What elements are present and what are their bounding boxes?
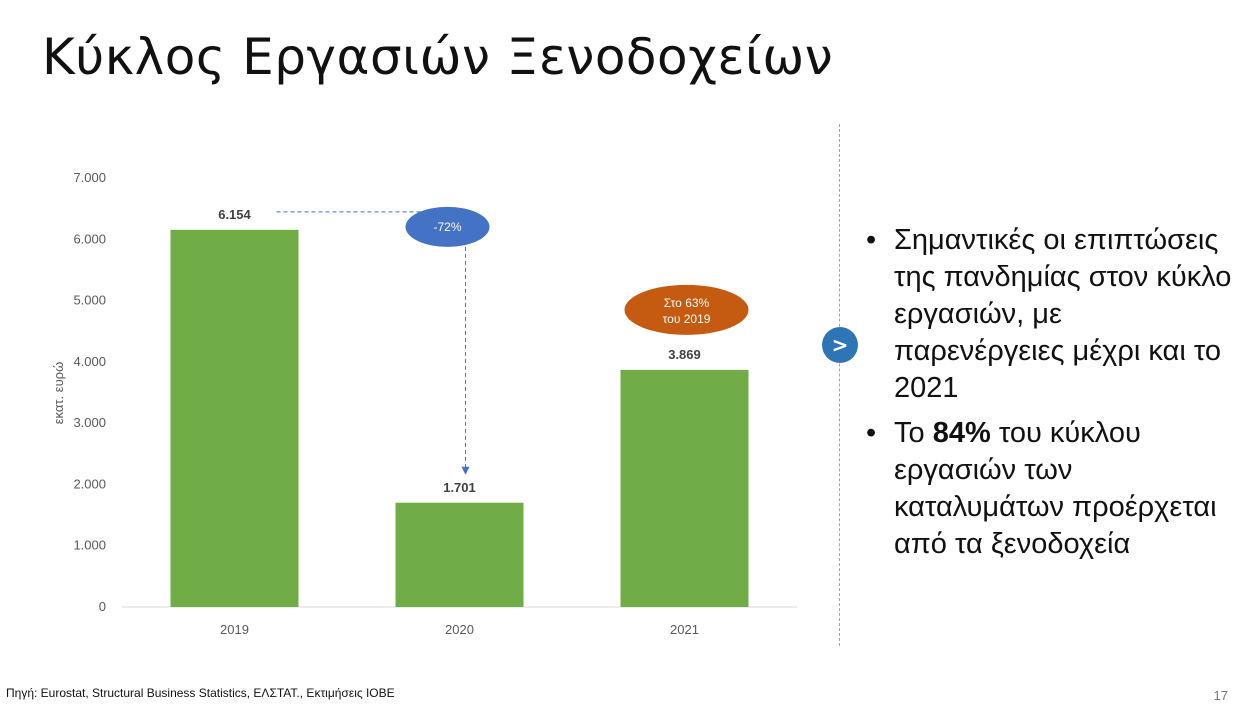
bar-2019 (170, 229, 299, 607)
bar-chart: 0 1.000 2.000 3.000 4.000 5.000 6.000 7.000 6.1… (51, 170, 797, 637)
bullet-2-text-b: του κύκλου εργασιών των καταλυμάτων προέ… (894, 417, 1217, 560)
bars: 6.154 2019 1.701 2020 3.869 2021 (170, 207, 749, 637)
x-tick-label-2020: 2020 (445, 622, 474, 637)
drop-badge-label: -72% (433, 220, 461, 234)
bar-2020 (395, 502, 524, 607)
value-label-2020: 1.701 (443, 480, 476, 495)
value-label-2019: 6.154 (218, 207, 251, 222)
value-label-2021: 3.869 (668, 347, 701, 362)
recovery-badge-line-2: του 2019 (663, 312, 711, 326)
bullet-list: Σημαντικές οι επιπτώσεις της πανδημίας σ… (866, 222, 1236, 571)
recovery-badge-line-1: Στο 63% (664, 296, 710, 310)
bullet-1-text: Σημαντικές οι επιπτώσεις της πανδημίας σ… (894, 224, 1232, 404)
bar-2021 (620, 369, 749, 607)
x-tick-label-2019: 2019 (220, 622, 249, 637)
dashed-divider (839, 124, 840, 646)
annotations: -72% Στο 63% του 2019 (276, 206, 749, 475)
chevron-right-icon: > (822, 327, 858, 363)
page-number: 17 (1213, 688, 1228, 703)
y-tick-label: 0 (99, 599, 106, 614)
y-axis: 0 1.000 2.000 3.000 4.000 5.000 6.000 7.000 (73, 170, 797, 614)
y-axis-label: εκατ. ευρώ (51, 362, 66, 424)
bullet-2-bold: 84% (932, 417, 991, 449)
y-tick-label: 1.000 (73, 538, 106, 553)
y-tick-label: 6.000 (73, 231, 106, 246)
slide-title: Κύκλος Εργασιών Ξενοδοχείων (42, 28, 834, 86)
drop-arrow-line (276, 211, 466, 473)
recovery-badge (624, 284, 749, 335)
y-tick-label: 5.000 (73, 293, 106, 308)
y-tick-label: 2.000 (73, 476, 106, 491)
bullet-item-2: Το 84% του κύκλου εργασιών των καταλυμάτ… (866, 415, 1236, 563)
x-tick-label-2021: 2021 (670, 622, 699, 637)
source-footer: Πηγή: Eurostat, Structural Business Stat… (6, 686, 395, 700)
y-tick-label: 7.000 (73, 170, 106, 185)
y-tick-label: 4.000 (73, 354, 106, 369)
drop-badge (405, 206, 490, 247)
drop-arrow-head (461, 466, 470, 475)
bullet-2-text-a: Το (894, 417, 933, 449)
bullet-item-1: Σημαντικές οι επιπτώσεις της πανδημίας σ… (866, 222, 1236, 407)
y-tick-label: 3.000 (73, 415, 106, 430)
